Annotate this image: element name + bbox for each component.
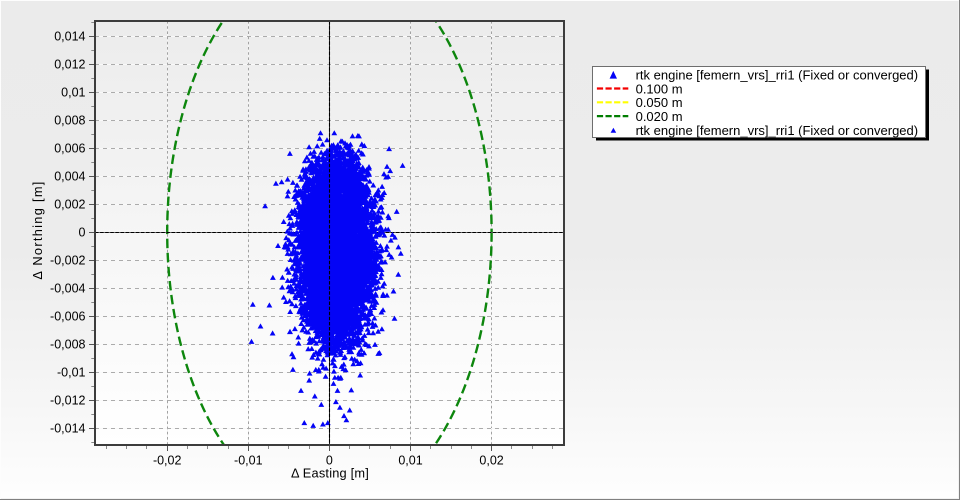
- svg-text:-0,012: -0,012: [50, 394, 85, 408]
- svg-text:0: 0: [79, 226, 86, 240]
- svg-text:0,02: 0,02: [479, 453, 503, 467]
- svg-text:0,012: 0,012: [54, 58, 85, 72]
- svg-text:-0,002: -0,002: [50, 254, 85, 268]
- svg-text:-0,014: -0,014: [50, 422, 85, 436]
- svg-text:0.050 m: 0.050 m: [636, 95, 683, 110]
- svg-text:-0,02: -0,02: [153, 453, 182, 467]
- svg-text:0.020 m: 0.020 m: [636, 109, 683, 124]
- svg-text:rtk engine [femern_vrs]_rri1 (: rtk engine [femern_vrs]_rri1 (Fixed or c…: [636, 123, 919, 138]
- svg-text:0,002: 0,002: [54, 198, 85, 212]
- svg-text:-0,004: -0,004: [50, 282, 85, 296]
- svg-text:0,014: 0,014: [54, 30, 85, 44]
- svg-text:0: 0: [326, 453, 333, 467]
- svg-text:0,004: 0,004: [54, 170, 85, 184]
- svg-text:-0,01: -0,01: [57, 366, 86, 380]
- svg-text:Δ Northing [m]: Δ Northing [m]: [30, 180, 45, 279]
- svg-text:rtk engine [femern_vrs]_rri1 (: rtk engine [femern_vrs]_rri1 (Fixed or c…: [636, 68, 919, 83]
- svg-text:0,01: 0,01: [61, 86, 85, 100]
- svg-text:0,01: 0,01: [398, 453, 422, 467]
- svg-text:Δ Easting [m]: Δ Easting [m]: [291, 465, 369, 480]
- svg-text:-0,006: -0,006: [50, 310, 85, 324]
- svg-text:0.100 m: 0.100 m: [636, 81, 683, 96]
- svg-text:-0,008: -0,008: [50, 338, 85, 352]
- svg-text:-0,01: -0,01: [234, 453, 263, 467]
- svg-text:0,006: 0,006: [54, 142, 85, 156]
- svg-text:0,008: 0,008: [54, 114, 85, 128]
